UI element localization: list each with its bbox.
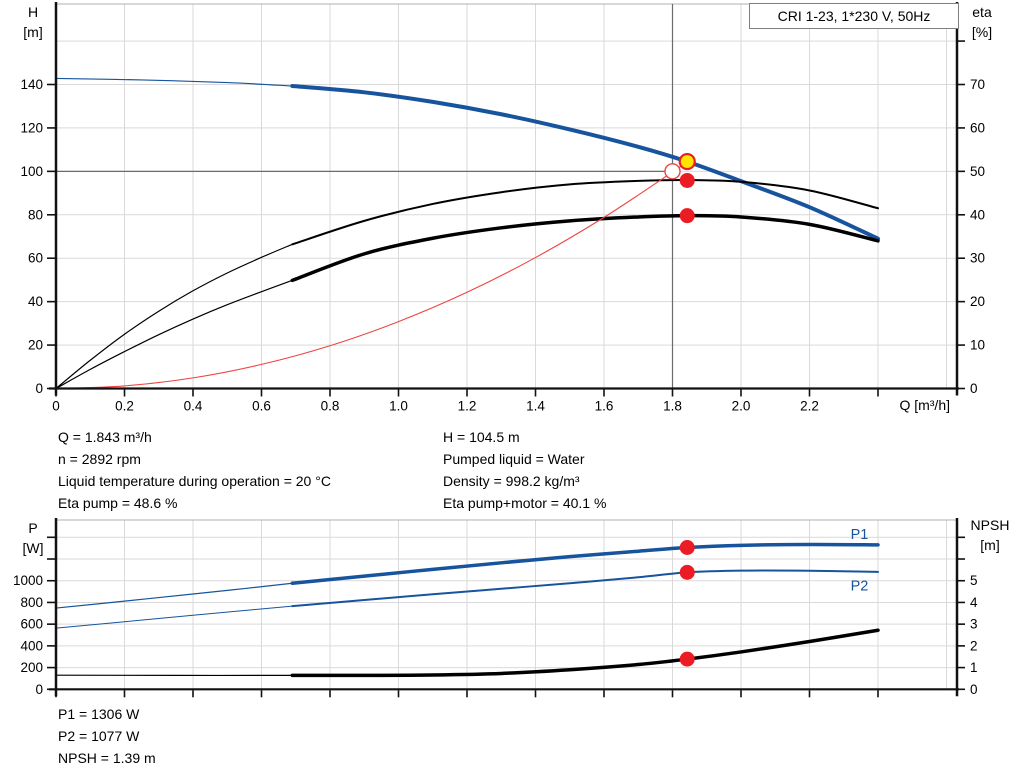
duty-info-right: H = 104.5 m Pumped liquid = Water Densit… [443,426,606,514]
p1-point [679,540,695,556]
info-eta-pump-motor: Eta pump+motor = 40.1 % [443,495,607,511]
tick-label: 40 [970,207,985,222]
tick-label: 1.2 [458,399,477,414]
tick-label: 100 [20,164,43,179]
tick-label: 3 [970,617,978,632]
info-p1: P1 = 1306 W [58,706,140,722]
tick-label: 0 [52,399,60,414]
eta-pump-motor-curve-min-flow [55,279,293,390]
tick-label: 4 [970,595,978,610]
pump-title-box: CRI 1-23, 1*230 V, 50Hz [749,3,959,29]
tick-label: 1.4 [526,399,545,414]
power-info-block: P1 = 1306 W P2 = 1077 W NPSH = 1.39 m [58,703,156,769]
tick-label: 70 [970,77,985,92]
system-curve [55,161,688,390]
tick-label: 1.6 [595,399,614,414]
hq-eta-chart: 0 20 40 60 80 100 120 140 0 10 20 30 40 50 60 70 0 0.2 0.4… [20,2,985,414]
p-axis-label: P [W] [22,520,44,556]
tick-label: 2.2 [800,399,819,414]
info-eta-pump: Eta pump = 48.6 % [58,495,178,511]
duty-info-left: Q = 1.843 m³/h n = 2892 rpm Liquid tempe… [58,426,331,514]
tick-label: 60 [970,120,985,135]
tick-label: 80 [28,207,43,222]
tick-label: 0 [35,682,43,697]
npsh-point [679,651,695,667]
eta-pump-point [679,172,695,188]
tick-label: 0 [970,381,978,396]
p2-curve [291,569,879,608]
power-npsh-chart: 0 200 400 600 800 1000 0 1 2 3 4 5 P1 P2 [13,518,978,698]
tick-label: 0.2 [115,399,134,414]
operating-point [678,152,696,171]
tick-label: 20 [28,338,43,353]
p2-curve-min-flow [55,605,293,629]
p1-curve-min-flow [55,582,293,609]
info-speed: n = 2892 rpm [58,451,141,467]
tick-label: 50 [970,164,985,179]
tick-label: 0.6 [252,399,271,414]
info-p2: P2 = 1077 W [58,728,140,744]
tick-label: 1.8 [663,399,682,414]
info-q: Q = 1.843 m³/h [58,429,152,445]
tick-label: 0.8 [321,399,340,414]
eta-axis-label: eta [%] [971,4,993,40]
tick-label: 2 [970,638,978,653]
pump-curve [290,84,880,241]
requested-duty-point [664,163,681,180]
p2-curve-label: P2 [851,579,869,595]
p2-point [679,564,695,580]
tick-label: 5 [970,573,978,588]
p1-curve [290,542,880,585]
tick-label: 20 [970,294,985,309]
tick-label: 120 [20,120,43,135]
info-head: H = 104.5 m [443,429,520,445]
tick-label: 800 [20,595,43,610]
tick-label: 140 [20,77,43,92]
tick-label: 1.0 [389,399,408,414]
tick-label: 0.4 [184,399,203,414]
tick-label: 30 [970,251,985,266]
tick-label: 200 [20,660,43,675]
tick-label: 600 [20,617,43,632]
tick-label: 2.0 [732,399,751,414]
tick-label: 0 [970,682,978,697]
eta-pump-curve-min-flow [55,243,293,390]
info-pumped-liquid: Pumped liquid = Water [443,451,585,467]
pump-curve-min-flow [55,77,293,87]
p1-curve-label: P1 [851,527,869,543]
info-density: Density = 998.2 kg/m³ [443,473,580,489]
tick-label: 1 [970,660,978,675]
tick-label: 0 [35,381,43,396]
eta-pump-curve [291,179,879,246]
tick-label: 60 [28,251,43,266]
info-npsh: NPSH = 1.39 m [58,750,156,766]
eta-pump-motor-point [679,208,695,224]
info-liquid-temp: Liquid temperature during operation = 20… [58,473,331,489]
npsh-axis-label: NPSH [m] [970,517,1010,553]
tick-label: 40 [28,294,43,309]
tick-label: 1000 [13,573,43,588]
tick-label: 400 [20,638,43,653]
q-axis-label: Q [m³/h] [899,397,950,413]
eta-pump-motor-curve [290,213,880,283]
tick-label: 10 [970,338,985,353]
h-axis-label: H [m] [23,4,43,40]
npsh-curve [290,628,880,678]
pump-title: CRI 1-23, 1*230 V, 50Hz [777,8,931,24]
